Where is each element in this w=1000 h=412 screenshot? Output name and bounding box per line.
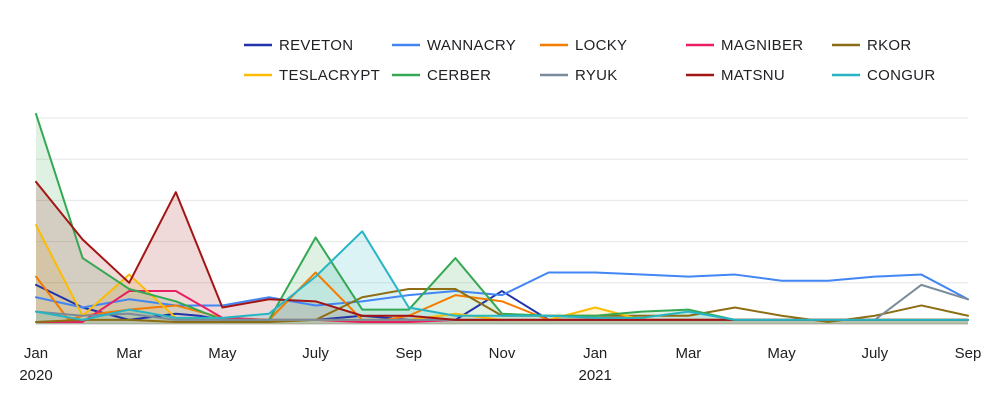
legend-item-rkor[interactable]: RKOR [832, 37, 912, 54]
x-tick-label: July [861, 345, 888, 362]
x-tick-label: Nov [489, 345, 516, 362]
x-tick-year-label: 2021 [579, 367, 612, 384]
legend-item-ryuk[interactable]: RYUK [540, 67, 618, 84]
legend-label: REVETON [279, 37, 353, 54]
legend-label: MATSNU [721, 67, 785, 84]
x-tick-label: Mar [675, 345, 701, 362]
series-line-wannacry[interactable] [35, 271, 969, 309]
legend: REVETON WANNACRY LOCKY MAGNIBER RKOR TESLACRY… [244, 37, 935, 84]
legend-label: WANNACRY [427, 37, 516, 54]
series-line-congur[interactable] [35, 230, 969, 321]
legend-item-teslacrypt[interactable]: TESLACRYPT [244, 67, 380, 84]
legend-label: RYUK [575, 67, 618, 84]
x-tick-label: May [208, 345, 237, 362]
x-tick-label: July [302, 345, 329, 362]
legend-item-wannacry[interactable]: WANNACRY [392, 37, 516, 54]
legend-item-congur[interactable]: CONGUR [832, 67, 935, 84]
legend-item-matsnu[interactable]: MATSNU [686, 67, 785, 84]
legend-label: CONGUR [867, 67, 935, 84]
x-tick-label: May [767, 345, 796, 362]
legend-label: TESLACRYPT [279, 67, 380, 84]
x-tick-year-label: 2020 [19, 367, 52, 384]
x-tick-label: Sep [955, 345, 982, 362]
legend-label: CERBER [427, 67, 491, 84]
x-axis: Jan 2020 Mar May July Sep Nov Jan 2021 Mar May July… [19, 345, 981, 384]
series-area-matsnu [36, 181, 968, 324]
legend-item-magniber[interactable]: MAGNIBER [686, 37, 803, 54]
series-area-congur [36, 231, 968, 324]
x-tick-label: Mar [116, 345, 142, 362]
legend-item-locky[interactable]: LOCKY [540, 37, 627, 54]
legend-label: LOCKY [575, 37, 627, 54]
legend-item-reveton[interactable]: REVETON [244, 37, 353, 54]
x-tick-label: Sep [395, 345, 422, 362]
legend-item-cerber[interactable]: CERBER [392, 67, 491, 84]
gridlines [36, 117, 968, 325]
legend-label: MAGNIBER [721, 37, 803, 54]
x-tick-label: Jan [24, 345, 48, 362]
series-area-cerber [36, 113, 968, 324]
legend-label: RKOR [867, 37, 912, 54]
series-fills [36, 113, 968, 324]
series-lines [35, 112, 969, 323]
x-tick-label: Jan [583, 345, 607, 362]
